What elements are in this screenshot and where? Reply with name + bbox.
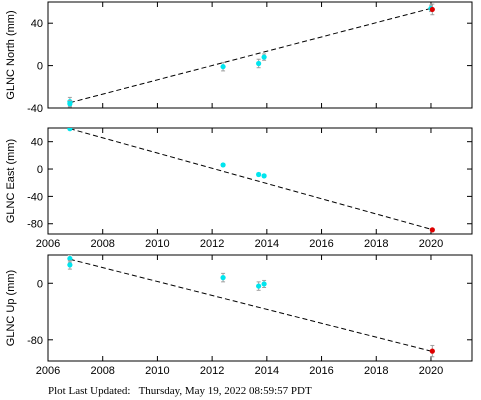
x-tick-label: 2006 xyxy=(36,365,60,377)
plot-updated-footer: Plot Last Updated: Thursday, May 19, 202… xyxy=(48,385,312,397)
x-tick-label: 2010 xyxy=(145,238,169,250)
y-tick-label: -80 xyxy=(27,335,43,347)
x-tick-label: 2012 xyxy=(200,238,224,250)
plot-area xyxy=(67,255,435,358)
y-tick-label: 0 xyxy=(37,164,43,176)
plot-area xyxy=(67,128,435,233)
x-tick-label: 2014 xyxy=(255,365,279,377)
x-tick-label: 2018 xyxy=(364,238,388,250)
x-tick-label: 2016 xyxy=(309,365,333,377)
north-panel: -40 0 40 GLNC North (mm) xyxy=(5,1,473,115)
data-point xyxy=(256,60,262,67)
data-point xyxy=(256,171,262,178)
y-axis-label: GLNC Up (mm) xyxy=(5,270,17,346)
x-tick-label: 2012 xyxy=(200,365,224,377)
data-point xyxy=(220,275,226,281)
latest-data-point xyxy=(429,227,435,233)
axes-frame xyxy=(47,127,473,235)
x-tick-label: 2006 xyxy=(36,238,60,250)
y-tick-label: -80 xyxy=(27,219,43,231)
x-tick-label: 2020 xyxy=(419,365,443,377)
axes-frame xyxy=(47,254,473,362)
data-point xyxy=(220,162,226,168)
data-point xyxy=(256,283,262,289)
y-tick-label: 0 xyxy=(37,61,43,73)
data-point xyxy=(261,54,267,60)
plot-area xyxy=(67,3,435,108)
trend-line xyxy=(69,7,432,104)
trend-line xyxy=(69,128,432,230)
data-point xyxy=(261,281,267,287)
plot-updated-timestamp: Thursday, May 19, 2022 08:59:57 PDT xyxy=(138,385,312,397)
trend-line xyxy=(69,258,432,352)
x-tick-label: 2010 xyxy=(145,365,169,377)
east-panel: -80 -40 0 40 2006 2008 2010 2012 2014 2016 2018 202… xyxy=(5,127,473,250)
y-tick-label: 40 xyxy=(31,18,43,30)
up-panel: -80 0 2006 2008 2010 2012 2014 2016 2018 2020 GLNC… xyxy=(5,254,473,377)
y-tick-label: -40 xyxy=(27,103,43,115)
y-tick-label: 40 xyxy=(31,137,43,149)
data-point xyxy=(261,173,267,179)
x-tick-label: 2008 xyxy=(90,365,114,377)
data-point xyxy=(67,262,73,268)
y-tick-label: -40 xyxy=(27,191,43,203)
latest-data-point xyxy=(429,348,435,354)
y-axis-label: GLNC East (mm) xyxy=(5,139,17,223)
x-tick-label: 2020 xyxy=(419,238,443,250)
x-tick-label: 2014 xyxy=(255,238,279,250)
latest-data-point xyxy=(429,6,435,13)
x-tick-label: 2016 xyxy=(309,238,333,250)
data-point xyxy=(67,128,73,132)
x-tick-label: 2008 xyxy=(90,238,114,250)
y-tick-label: 0 xyxy=(37,278,43,290)
data-point xyxy=(220,64,226,70)
x-tick-label: 2018 xyxy=(364,365,388,377)
axes-frame xyxy=(47,1,473,109)
plot-updated-label: Plot Last Updated: xyxy=(48,385,131,397)
data-point xyxy=(67,101,73,107)
data-point xyxy=(67,255,73,262)
y-axis-label: GLNC North (mm) xyxy=(5,10,17,99)
